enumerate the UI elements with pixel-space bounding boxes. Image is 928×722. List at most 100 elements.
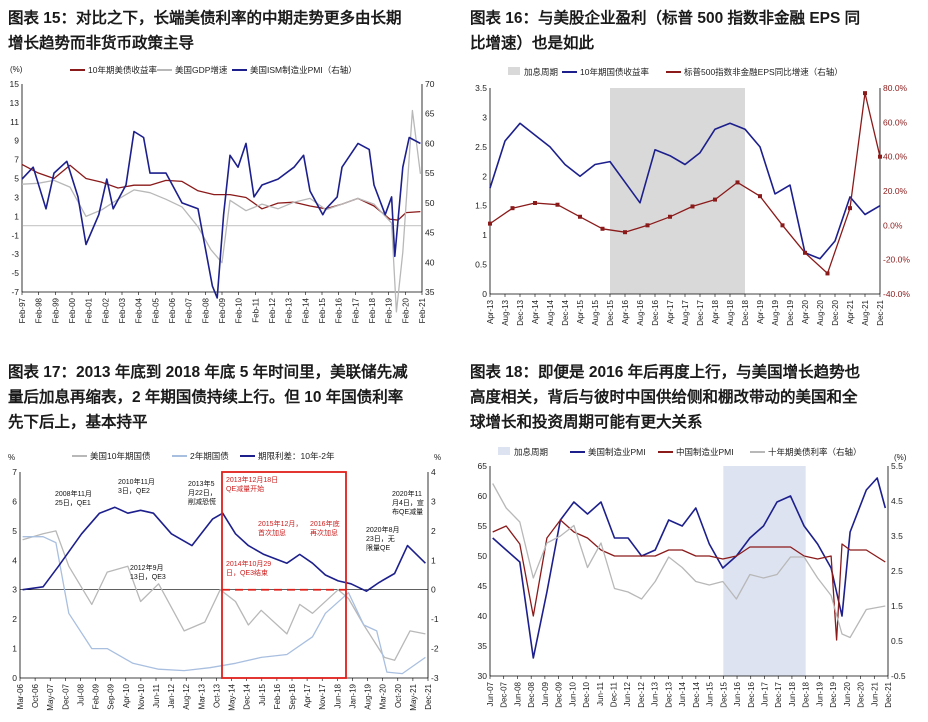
annotation-text: 布QE减量 (392, 507, 423, 516)
y2-tick-label: 70 (425, 79, 435, 89)
x-tick-label: Nov-10 (137, 683, 146, 709)
x-tick-label: Dec-13 (664, 681, 673, 707)
legend-swatch (498, 447, 510, 455)
x-tick-label: Jun-18 (788, 681, 797, 706)
x-tick-label: May-14 (228, 683, 237, 710)
series-marker (713, 197, 717, 202)
y2-tick-label: 3 (431, 496, 436, 506)
annotation-text: 2012年9月 (130, 563, 163, 572)
x-tick-label: Aug-15 (591, 299, 600, 325)
chart-17-title: 图表 17：2013 年底到 2018 年底 5 年时间里，美联储先减 量后加息… (8, 360, 463, 435)
annotation-text: 2020年11 (392, 489, 422, 498)
x-tick-label: May-21 (409, 683, 418, 710)
x-tick-label: Apr-21 (846, 299, 855, 324)
series-marker (735, 180, 740, 185)
x-tick-label: Sep-09 (107, 683, 116, 709)
series-marker (825, 271, 830, 276)
y2-tick-label: 3.5 (891, 531, 903, 541)
y-tick-label: 40 (478, 611, 488, 621)
series-marker (803, 250, 807, 255)
x-tick-label: Feb-16 (273, 683, 282, 709)
x-tick-label: Jun-14 (678, 681, 687, 706)
x-tick-label: Jun-15 (706, 681, 715, 706)
legend-label: 10年期美债收益率 (88, 65, 157, 75)
chart-17-title-line-2: 量后加息再缩表，2 年期国债持续上行。但 10 年国债利率 (8, 389, 404, 406)
x-tick-label: Aug-18 (726, 299, 735, 325)
y-tick-label: 6 (12, 496, 17, 506)
x-tick-label: Apr-17 (303, 683, 312, 708)
y2-tick-label: -20.0% (883, 255, 910, 265)
y2-tick-label: -0.5 (891, 671, 906, 681)
y-tick-label: 3 (482, 112, 487, 122)
y-tick-label: 2 (482, 171, 487, 181)
highlight-box (221, 471, 347, 679)
shaded-hiking-cycle (610, 88, 745, 294)
y-tick-label: 0 (12, 673, 17, 683)
series-marker (555, 202, 560, 207)
y-tick-label: 1 (12, 644, 17, 654)
y2-tick-label: 5.5 (891, 461, 903, 471)
x-tick-label: Feb-03 (118, 297, 127, 323)
annotation-text: 首次加息 (258, 528, 286, 537)
chart-18-title-line-1: 图表 18：即便是 2016 年后再度上行，与美国增长趋势也 (470, 364, 861, 381)
x-tick-label: Aug-16 (636, 299, 645, 325)
series-marker (848, 206, 852, 211)
x-tick-label: Feb-09 (92, 683, 101, 709)
y-tick-label: 7 (14, 155, 19, 165)
x-tick-label: Aug-14 (546, 299, 555, 325)
x-tick-label: Aug-12 (182, 683, 191, 709)
annotation-text: 2014年10月29 (226, 559, 271, 568)
x-tick-label: Feb-01 (85, 297, 94, 323)
x-tick-label: Dec-16 (747, 681, 756, 707)
y-tick-label: 50 (478, 551, 488, 561)
series-marker (510, 206, 515, 211)
x-tick-label: Dec-18 (802, 681, 811, 707)
y-tick-label: 7 (12, 467, 17, 477)
y2-tick-label: 60.0% (883, 117, 908, 127)
x-tick-label: Apr-16 (621, 299, 630, 324)
x-tick-label: Feb-10 (235, 297, 244, 323)
x-tick-label: Feb-08 (201, 297, 210, 323)
y2-tick-label: 0.5 (891, 636, 903, 646)
x-tick-label: Sep-16 (288, 683, 297, 709)
x-tick-label: Dec-20 (857, 681, 866, 707)
x-tick-label: Dec-14 (692, 681, 701, 707)
series-line-1 (492, 519, 886, 641)
series-marker (780, 223, 785, 228)
y-tick-label: 3.5 (475, 83, 487, 93)
x-tick-label: Jan-19 (348, 683, 357, 708)
y-tick-label: 60 (478, 491, 488, 501)
y-tick-label: 0.5 (475, 260, 487, 270)
y-tick-label: 1.5 (475, 201, 487, 211)
annotation-text: 2013年12月18日 (226, 475, 278, 484)
y-tick-label: 1 (482, 230, 487, 240)
annotation-text: 削减恐慌 (188, 497, 216, 506)
y2-tick-label: 0 (431, 585, 436, 595)
chart-16-title: 图表 16：与美股企业盈利（标普 500 指数非金融 EPS 同 比增速）也是如… (470, 6, 920, 56)
x-tick-label: Jun-11 (596, 681, 605, 705)
legend-label: 10年期国债收益率 (580, 67, 649, 77)
chart-15-title-line-1: 图表 15：对比之下，长端美债利率的中期走势更多由长期 (8, 10, 402, 27)
y-tick-label: 3 (14, 192, 19, 202)
annotation-text: 月22日， (188, 489, 217, 497)
chart-15-title: 图表 15：对比之下，长端美债利率的中期走势更多由长期 增长趋势而非货币政策主导 (8, 6, 458, 56)
series-line-1 (21, 109, 422, 313)
x-tick-label: Apr-18 (711, 299, 720, 324)
x-tick-label: Dec-09 (555, 681, 564, 707)
y2-tick-label: 4 (431, 467, 436, 477)
y-tick-label: -7 (11, 287, 19, 297)
x-tick-label: Jun-10 (568, 681, 577, 706)
y-tick-label: 5 (12, 526, 17, 536)
y2-tick-label: -1 (431, 614, 439, 624)
legend-label: 加息周期 (514, 447, 548, 457)
x-tick-label: Dec-17 (696, 299, 705, 325)
series-line-1 (22, 536, 426, 675)
x-tick-label: Jun-12 (623, 681, 632, 706)
legend-label: 美国GDP增速 (175, 65, 228, 75)
series-marker (758, 194, 762, 199)
legend-label: 美国制造业PMI (588, 447, 646, 457)
legend-label: 美国ISM制造业PMI（右轴） (250, 65, 357, 75)
y2-tick-label: 60 (425, 138, 435, 148)
annotation-text: 2020年8月 (366, 525, 399, 534)
y2-tick-label: 55 (425, 168, 435, 178)
